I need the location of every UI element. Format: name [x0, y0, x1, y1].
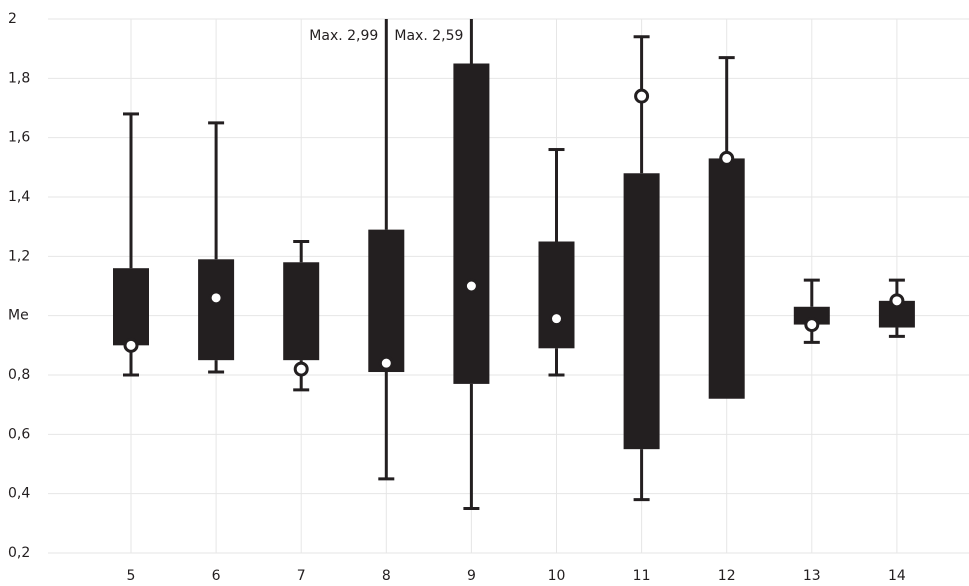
box [623, 173, 660, 450]
y-tick-label: Me [8, 308, 29, 324]
box [708, 158, 745, 399]
x-tick-label: 12 [718, 568, 736, 584]
box [538, 241, 575, 349]
y-tick-label: 1,8 [8, 70, 30, 86]
box [283, 262, 320, 361]
x-tick-label: 13 [803, 568, 821, 584]
y-tick-label: 0,4 [8, 486, 30, 502]
x-tick-label: 7 [297, 568, 306, 584]
x-tick-label: 10 [548, 568, 566, 584]
median-point [889, 293, 905, 309]
y-tick-label: 1,6 [8, 130, 30, 146]
median-point [123, 337, 139, 353]
y-tick-label: 1,4 [8, 189, 30, 205]
y-tick-label: 1,2 [8, 248, 30, 264]
max-annotation: Max. 2,59 [394, 28, 463, 44]
y-tick-label: 0,6 [8, 426, 30, 442]
median-point [378, 355, 394, 371]
x-tick-label: 14 [888, 568, 906, 584]
box [113, 268, 149, 346]
max-annotation: Max. 2,99 [309, 28, 378, 44]
box [793, 306, 830, 325]
median-point [208, 290, 224, 306]
median-point [634, 88, 650, 104]
x-tick-label: 9 [467, 568, 476, 584]
x-tick-label: 5 [127, 568, 136, 584]
x-tick-label: 8 [382, 568, 391, 584]
x-tick-label: 11 [633, 568, 651, 584]
median-point [549, 311, 564, 327]
median-point [293, 361, 309, 377]
y-tick-label: 0,2 [8, 545, 30, 561]
box [453, 63, 490, 384]
median-point [804, 317, 820, 333]
x-tick-label: 6 [212, 568, 221, 584]
box [368, 229, 405, 373]
plot-area [113, 19, 915, 510]
box [198, 259, 235, 361]
y-tick-label: 0,8 [8, 367, 30, 383]
median-point [719, 150, 735, 166]
y-tick-label: 2 [8, 11, 17, 27]
median-point [463, 278, 479, 294]
